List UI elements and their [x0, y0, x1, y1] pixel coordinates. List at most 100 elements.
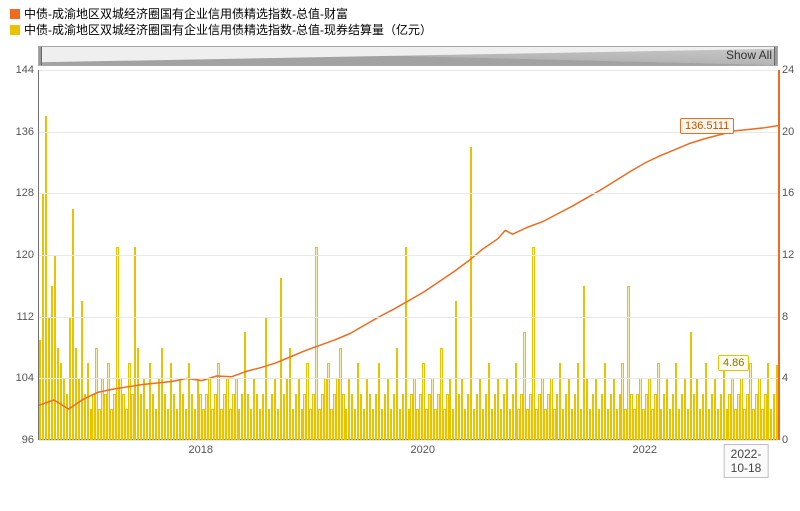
- bar: [610, 394, 612, 440]
- bar: [116, 247, 118, 440]
- bar: [595, 378, 597, 440]
- bar: [378, 363, 380, 440]
- bar: [550, 378, 552, 440]
- legend-item-2[interactable]: 中债-成渝地区双城经济圈国有企业信用债精选指数-总值-现券结算量（亿元）: [10, 22, 790, 38]
- bar: [191, 394, 193, 440]
- bar: [616, 409, 618, 440]
- bar: [348, 378, 350, 440]
- bar: [509, 409, 511, 440]
- bar: [758, 378, 760, 440]
- bar: [416, 409, 418, 440]
- bar: [705, 363, 707, 440]
- chart-area: Show All 9610411212012813614404812162024…: [38, 46, 778, 466]
- bar: [773, 394, 775, 440]
- bar: [419, 394, 421, 440]
- bar: [574, 394, 576, 440]
- bar: [556, 394, 558, 440]
- overview-shade: [39, 47, 777, 65]
- bar: [723, 363, 725, 440]
- bar: [342, 394, 344, 440]
- bar: [235, 378, 237, 440]
- bar: [613, 378, 615, 440]
- bar: [66, 394, 68, 440]
- bar: [208, 378, 210, 440]
- bar: [491, 409, 493, 440]
- bar: [687, 409, 689, 440]
- bar: [657, 363, 659, 440]
- bar: [434, 409, 436, 440]
- bar: [309, 409, 311, 440]
- bar: [458, 394, 460, 440]
- bar: [746, 394, 748, 440]
- bar: [452, 409, 454, 440]
- range-overview[interactable]: [38, 46, 778, 66]
- overview-handle-left[interactable]: [38, 46, 42, 66]
- line-path: [39, 126, 779, 410]
- bar: [268, 409, 270, 440]
- bar: [306, 363, 308, 440]
- bar: [544, 409, 546, 440]
- overview-handle-right[interactable]: [774, 46, 778, 66]
- bar: [565, 394, 567, 440]
- bar: [241, 394, 243, 440]
- bar: [354, 409, 356, 440]
- bar: [262, 394, 264, 440]
- bar: [630, 394, 632, 440]
- gridline: [39, 70, 778, 71]
- show-all-button[interactable]: Show All: [726, 48, 772, 62]
- ytick-left: 112: [16, 311, 34, 323]
- bar: [327, 363, 329, 440]
- bar: [482, 409, 484, 440]
- bar: [476, 394, 478, 440]
- bar: [529, 394, 531, 440]
- bar: [592, 394, 594, 440]
- bar: [437, 394, 439, 440]
- bar: [158, 378, 160, 440]
- bar: [693, 394, 695, 440]
- bar: [226, 378, 228, 440]
- plot-area[interactable]: [38, 70, 778, 440]
- bar: [152, 394, 154, 440]
- bar: [214, 394, 216, 440]
- bar: [734, 409, 736, 440]
- bar: [619, 394, 621, 440]
- bar: [627, 286, 629, 440]
- bar: [122, 394, 124, 440]
- bar: [473, 409, 475, 440]
- bar: [360, 394, 362, 440]
- bar: [54, 255, 56, 440]
- bar: [728, 394, 730, 440]
- bar: [295, 394, 297, 440]
- bar: [651, 409, 653, 440]
- bar: [669, 409, 671, 440]
- bar: [98, 409, 100, 440]
- xtick: 2022: [633, 444, 657, 456]
- bar: [217, 363, 219, 440]
- ytick-right: 4: [782, 372, 788, 384]
- cursor-line: [778, 70, 780, 440]
- bar: [167, 409, 169, 440]
- bar: [283, 394, 285, 440]
- ytick-right: 8: [782, 311, 788, 323]
- bar: [488, 363, 490, 440]
- bar: [455, 301, 457, 440]
- bar: [199, 394, 201, 440]
- bar: [633, 409, 635, 440]
- bar: [512, 394, 514, 440]
- bar: [672, 394, 674, 440]
- bar-end-value-label: 4.86: [718, 355, 749, 371]
- bar: [81, 301, 83, 440]
- bar: [149, 363, 151, 440]
- bar: [624, 409, 626, 440]
- bar: [568, 378, 570, 440]
- bar: [639, 378, 641, 440]
- bar: [399, 409, 401, 440]
- bar: [547, 394, 549, 440]
- legend-item-1[interactable]: 中债-成渝地区双城经济圈国有企业信用债精选指数-总值-财富: [10, 6, 790, 22]
- bar: [449, 378, 451, 440]
- bar: [726, 409, 728, 440]
- xtick: 2020: [411, 444, 435, 456]
- bar: [75, 348, 77, 441]
- cursor-date-label: 2022-10-18: [724, 444, 769, 478]
- bar: [645, 394, 647, 440]
